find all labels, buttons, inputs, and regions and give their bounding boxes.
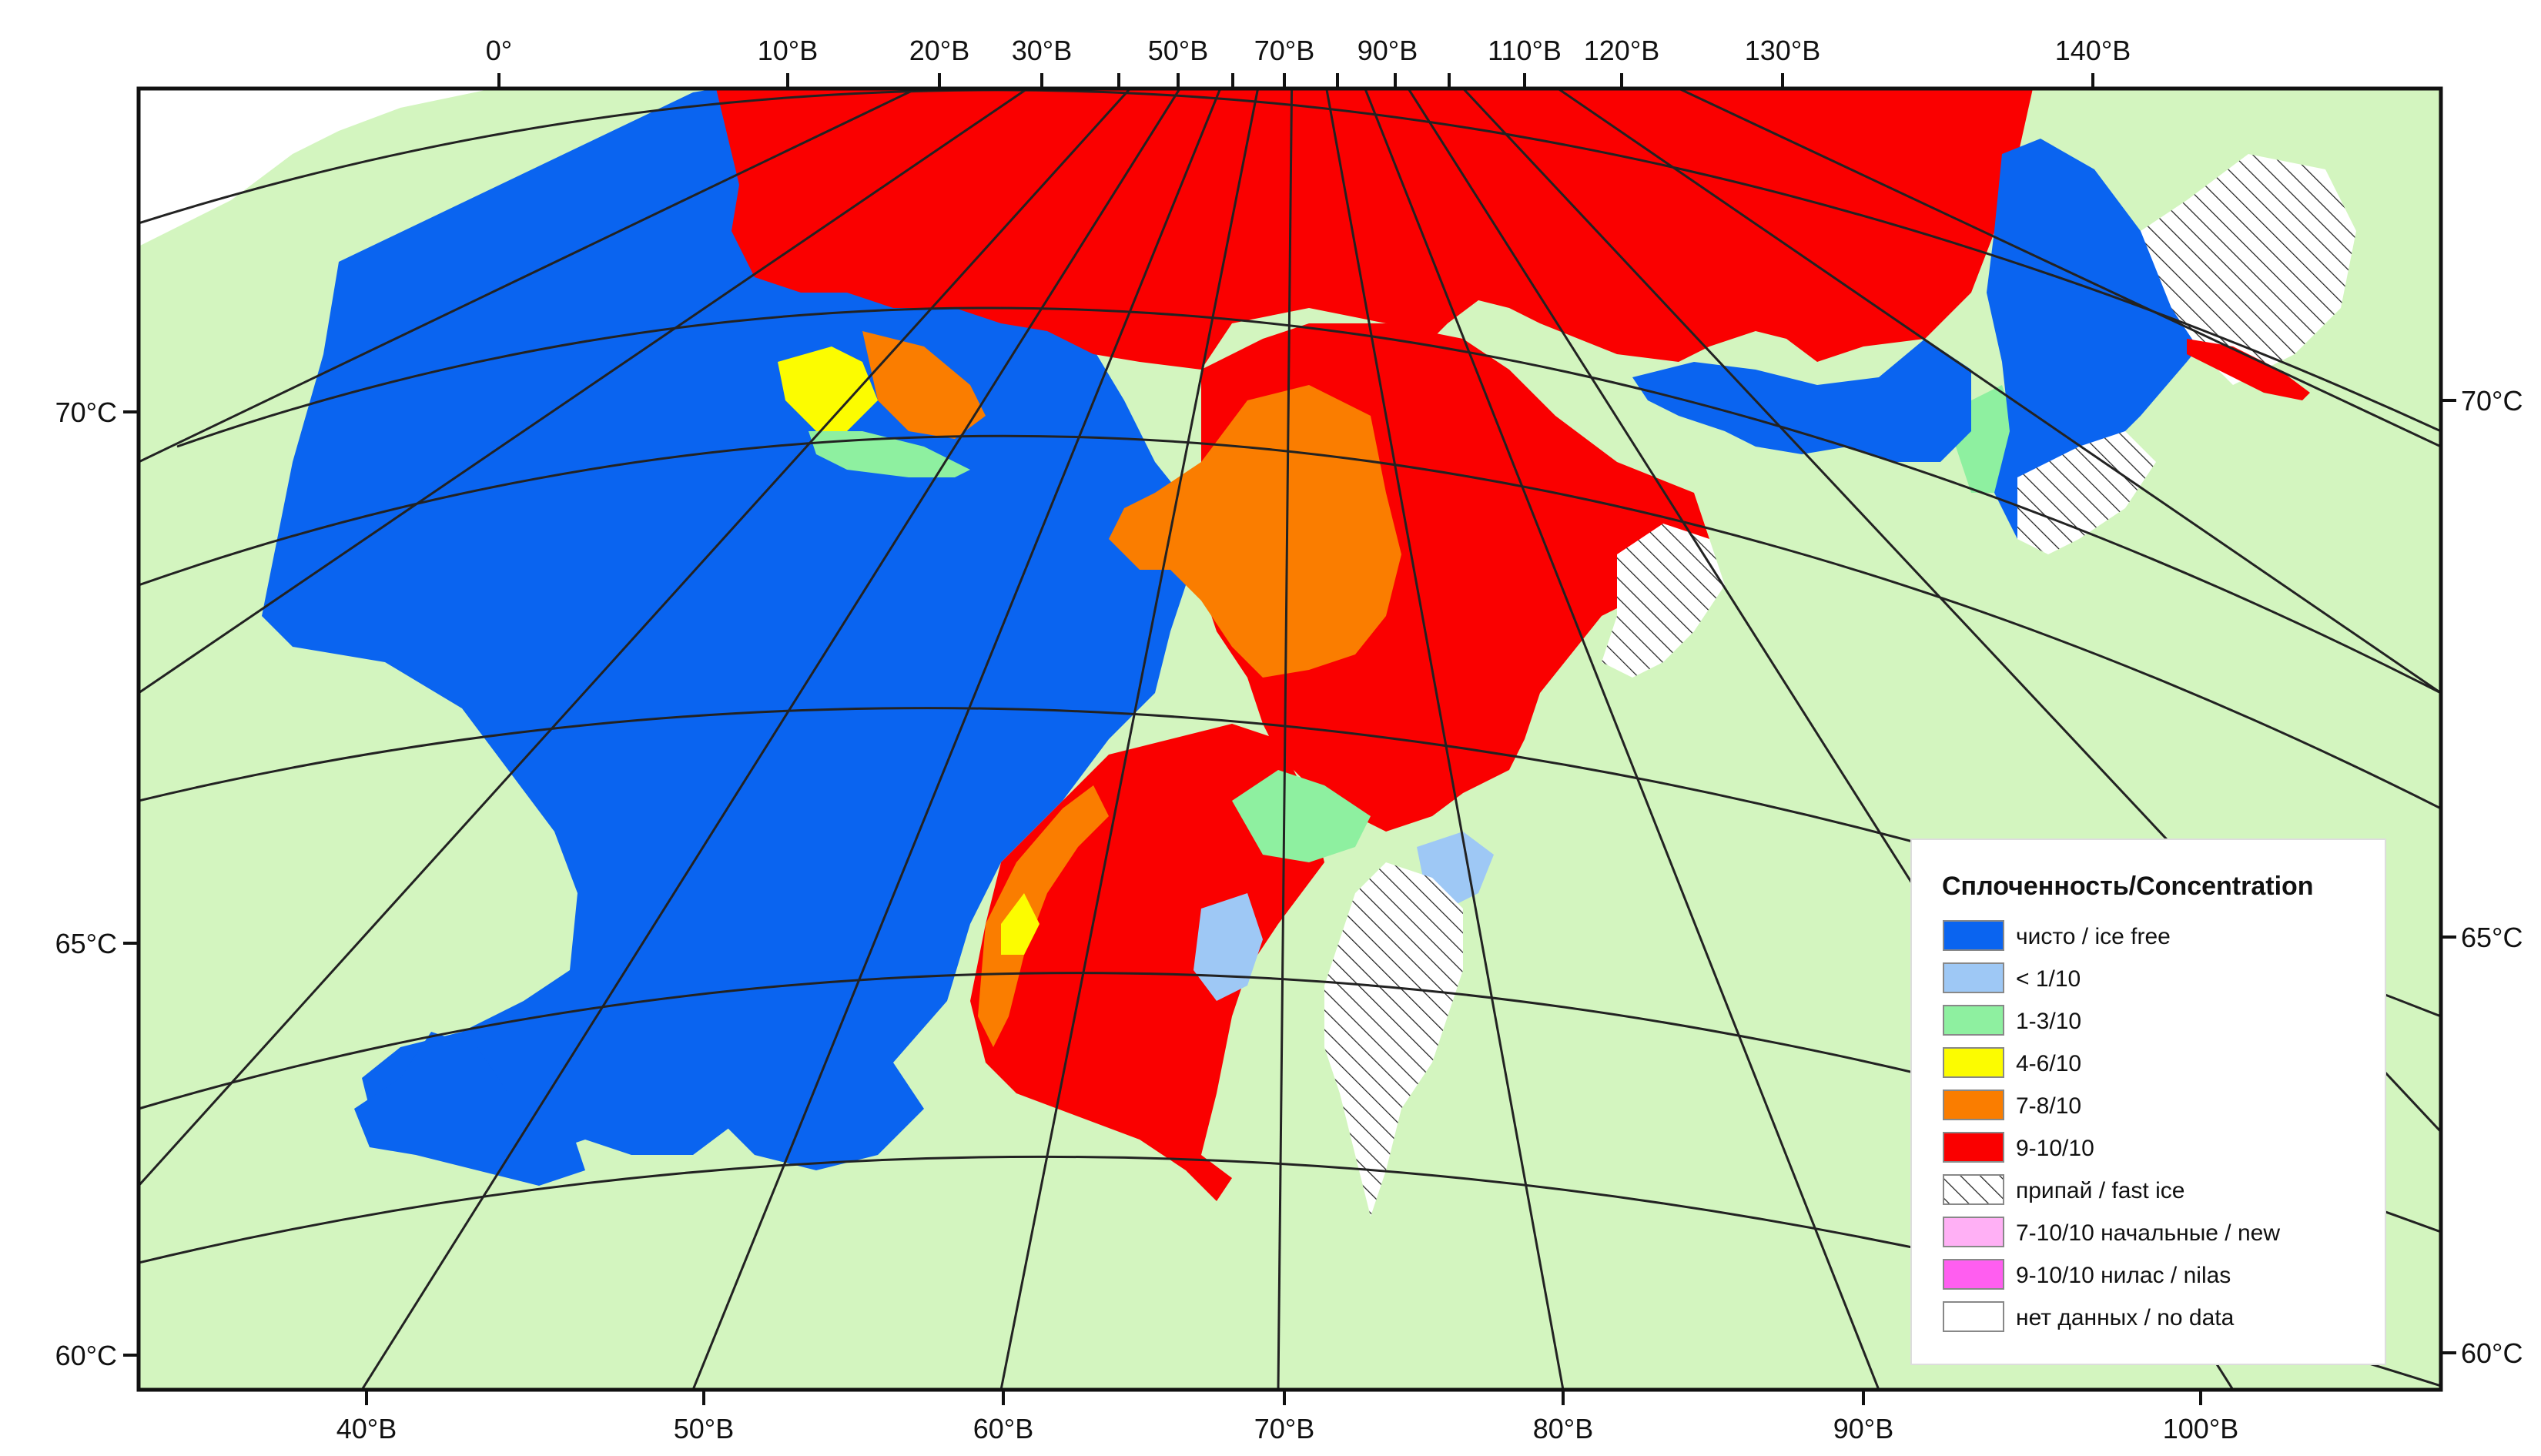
white-sea	[354, 1032, 585, 1186]
legend-swatch-no-data	[1943, 1301, 2004, 1332]
top-lon-label-9: 130°В	[1745, 35, 1820, 66]
east-siberian-icefree	[1987, 139, 2218, 539]
top-longitude-axis	[497, 73, 2094, 89]
left-lat-label-1: 65°С	[55, 928, 117, 959]
right-latitude-axis	[2441, 399, 2456, 1354]
top-lon-label-4: 50°В	[1148, 35, 1208, 66]
legend: Сплоченность/Concentration чисто / ice f…	[1910, 838, 2386, 1365]
legend-swatch-1-3	[1943, 1005, 2004, 1036]
legend-swatch-9-10	[1943, 1132, 2004, 1163]
ice-9-10-arctic-pack	[716, 89, 2033, 370]
top-lon-label-8: 120°В	[1584, 35, 1659, 66]
legend-swatch-4-6	[1943, 1047, 2004, 1078]
legend-label-1-3: 1-3/10	[2016, 1009, 2081, 1034]
top-lon-label-5: 70°В	[1254, 35, 1314, 66]
ice-free-sea	[262, 89, 1201, 1155]
ice-4-6-svalbard	[778, 346, 878, 431]
bottom-lon-label-4: 80°В	[1533, 1413, 1593, 1444]
left-latitude-axis	[123, 410, 139, 1357]
right-lat-label-0: 70°С	[2461, 385, 2523, 417]
top-lon-label-2: 20°В	[909, 35, 969, 66]
right-lat-label-2: 60°С	[2461, 1337, 2523, 1369]
bottom-lon-label-6: 100°В	[2163, 1413, 2238, 1444]
bottom-lon-label-5: 90°В	[1833, 1413, 1893, 1444]
bottom-lon-label-2: 60°В	[973, 1413, 1033, 1444]
ice-1-3-barents-fringe	[808, 431, 970, 477]
legend-label-no-data: нет данных / no data	[2016, 1305, 2235, 1330]
ice-1-3-south-kara	[1232, 770, 1371, 862]
top-lon-label-1: 10°В	[758, 35, 818, 66]
fast-ice-laptev	[2017, 431, 2156, 554]
legend-label-4-6: 4-6/10	[2016, 1051, 2081, 1076]
legend-label-9-10: 9-10/10	[2016, 1136, 2094, 1161]
legend-swatch-ice-free	[1943, 920, 2004, 951]
legend-label-nilas: 9-10/10 нилас / nilas	[2016, 1263, 2231, 1288]
laptev-icefree	[1632, 339, 1971, 462]
legend-swatch-fast-ice	[1943, 1174, 2004, 1205]
ice-7-8-pechora-fringe	[978, 785, 1109, 1047]
fast-ice-yamal	[1324, 862, 1463, 1217]
legend-swatch-7-8	[1943, 1089, 2004, 1120]
legend-label-new-ice: 7-10/10 начальные / new	[2016, 1220, 2280, 1246]
bottom-lon-label-1: 50°В	[674, 1413, 734, 1444]
top-lon-label-3: 30°В	[1012, 35, 1072, 66]
pechora-sea-icefree	[693, 1032, 924, 1170]
bottom-lon-label-3: 70°В	[1254, 1413, 1314, 1444]
fast-ice-taimyr	[1602, 524, 1725, 678]
top-lon-label-0: 0°	[486, 35, 512, 66]
ice-lt1-baidara	[1194, 893, 1263, 1001]
legend-label-fast-ice: припай / fast ice	[2016, 1178, 2184, 1203]
ice-4-6-pechora	[1001, 893, 1040, 955]
legend-label-7-8: 7-8/10	[2016, 1093, 2081, 1119]
top-lon-label-6: 90°В	[1358, 35, 1418, 66]
no-data-region	[139, 89, 493, 246]
ice-7-8-kara	[1109, 385, 1401, 678]
legend-title: Сплоченность/Concentration	[1942, 872, 2314, 901]
legend-label-lt1: < 1/10	[2016, 966, 2081, 992]
legend-swatch-nilas	[1943, 1259, 2004, 1290]
legend-swatch-lt1	[1943, 962, 2004, 993]
left-lat-label-2: 60°С	[55, 1340, 117, 1371]
legend-label-ice-free: чисто / ice free	[2016, 924, 2171, 949]
left-lat-label-0: 70°С	[55, 397, 117, 428]
map-frame	[136, 86, 2443, 1392]
bottom-longitude-axis	[365, 1390, 2202, 1405]
bottom-lon-label-0: 40°В	[336, 1413, 397, 1444]
right-lat-label-1: 65°С	[2461, 922, 2523, 953]
top-lon-label-7: 110°В	[1488, 35, 1562, 66]
top-lon-label-10: 140°В	[2055, 35, 2131, 66]
legend-swatch-new-ice	[1943, 1217, 2004, 1247]
ice-9-10-strip-east	[2187, 339, 2310, 400]
ice-7-8-svalbard	[862, 331, 986, 439]
